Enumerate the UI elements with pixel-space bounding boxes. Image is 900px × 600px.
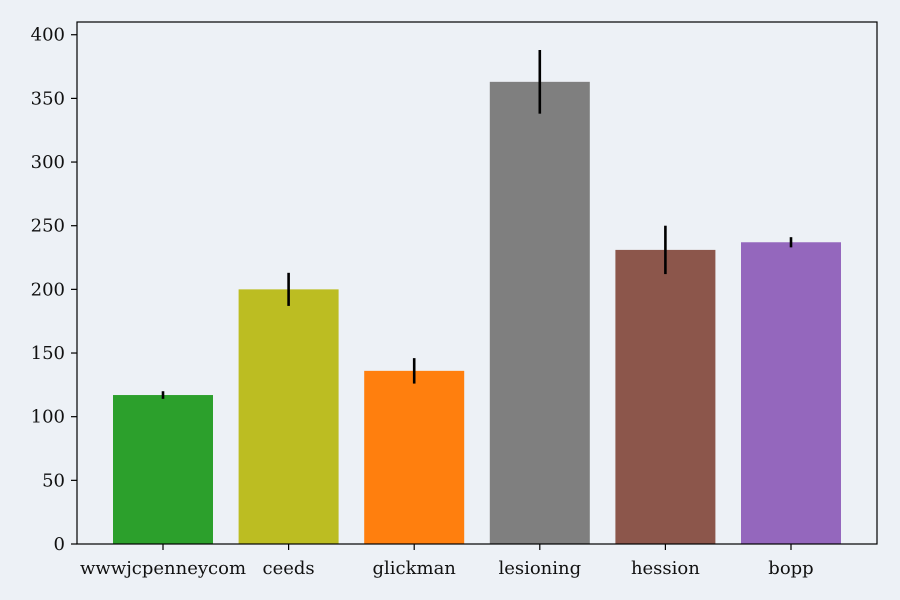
x-tick-label: wwwjcpenneycom: [80, 558, 246, 579]
x-tick-label: bopp: [768, 558, 813, 579]
error-bars-group: [161, 50, 793, 399]
y-tick-label: 0: [54, 534, 65, 555]
x-axis: wwwjcpenneycom ceeds glickman lesioning hess…: [80, 544, 814, 579]
x-tick-label: glickman: [372, 558, 456, 579]
plot-frame: [76, 21, 878, 545]
x-tick-label: hession: [631, 558, 700, 579]
y-tick-label: 300: [31, 152, 65, 173]
bar-glickman: [364, 370, 465, 544]
y-tick-label: 150: [31, 343, 65, 364]
y-tick-label: 250: [31, 216, 65, 237]
bars-group: [113, 81, 841, 545]
bar-hession: [615, 249, 716, 544]
bar-wwwjcpenneycom: [113, 395, 213, 544]
y-tick-label: 200: [31, 279, 65, 300]
bar-ceeds: [238, 289, 339, 544]
y-tick-label: 400: [31, 25, 65, 46]
y-tick-label: 350: [31, 88, 65, 109]
y-tick-label: 50: [42, 470, 65, 491]
y-axis: 0 50 100 150 200 250 300 350 400: [31, 25, 77, 555]
x-tick-label: ceeds: [263, 558, 315, 579]
y-tick-label: 100: [31, 407, 65, 428]
bar-lesioning: [489, 81, 590, 545]
bar-bopp: [741, 242, 841, 544]
x-tick-label: lesioning: [498, 558, 581, 579]
